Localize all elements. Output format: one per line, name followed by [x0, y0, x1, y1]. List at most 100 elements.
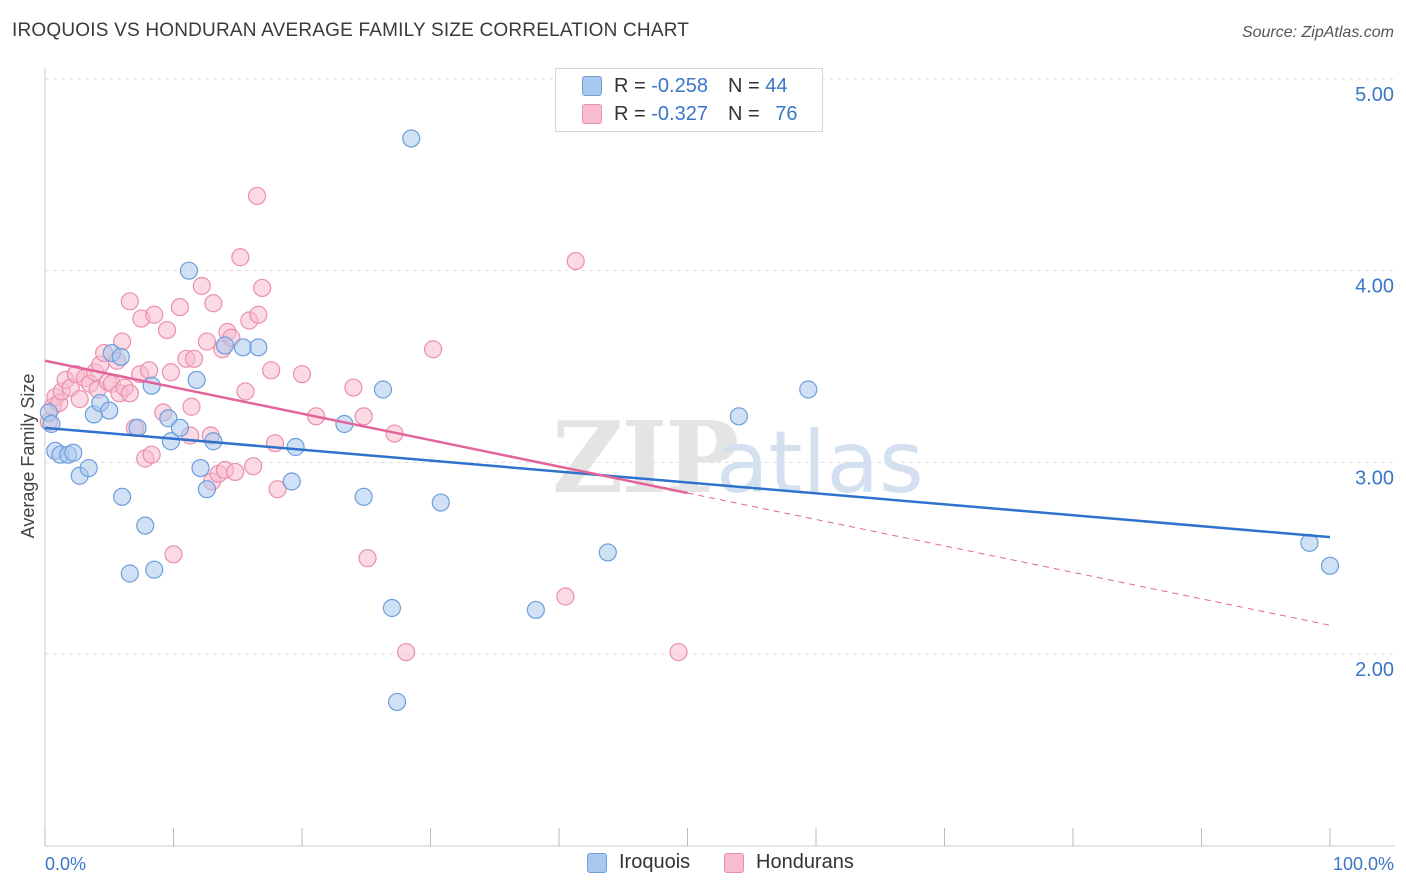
hondurans-point [192, 276, 211, 296]
hondurans-legend-label: Hondurans [756, 851, 854, 873]
hondurans-point [358, 549, 377, 568]
hondurans-point [157, 320, 177, 340]
hondurans-point [70, 389, 89, 409]
iroquois-point [191, 458, 210, 478]
hondurans-point [182, 397, 201, 416]
correlation-legend: R = -0.258 N = 44 R = -0.327 N = 76 [555, 68, 823, 132]
iroquois-point [282, 472, 301, 491]
iroquois-point [215, 336, 234, 355]
hondurans-point [247, 186, 267, 206]
hondurans-point [184, 349, 204, 368]
x-tick-label: 0.0% [45, 854, 86, 874]
legend-r-label: R = [614, 74, 646, 97]
iroquois-point [179, 261, 199, 280]
hondurans-point [396, 642, 416, 662]
legend-row-iroquois: R = -0.258 N = 44 [556, 73, 787, 99]
iroquois-point [526, 600, 545, 620]
iroquois-point [111, 347, 130, 367]
iroquois-point [170, 418, 190, 437]
y-axis-label: Average Family Size [18, 374, 38, 539]
hondurans-point [161, 363, 181, 382]
legend-n-value: 76 [775, 102, 798, 125]
tick-labels: 2.00 3.00 4.00 5.00 0.0% 100.0% [45, 84, 1394, 874]
hondurans-trend-line [44, 359, 688, 495]
iroquois-point [598, 543, 617, 562]
legend-r-value: -0.258 [651, 74, 708, 97]
iroquois-point [799, 380, 818, 399]
y-tick-label: 3.00 [1355, 467, 1394, 489]
hondurans-point [268, 480, 287, 499]
legend-r-label: R = [614, 102, 646, 125]
iroquois-point [197, 480, 217, 499]
iroquois-point [286, 437, 305, 457]
hondurans-point [164, 545, 183, 564]
iroquois-point [100, 401, 119, 420]
hondurans-point [292, 365, 312, 384]
hondurans-point [231, 248, 250, 267]
watermark-zip: ZIP [552, 401, 737, 516]
y-tick-label: 4.00 [1355, 276, 1394, 298]
iroquois-point [79, 458, 98, 478]
hondurans-point [423, 340, 443, 359]
chart-title: IROQUOIS VS HONDURAN AVERAGE FAMILY SIZE… [12, 20, 690, 41]
hondurans-point [120, 292, 139, 311]
iroquois-point [249, 338, 268, 357]
grid-lines [45, 78, 1395, 655]
hondurans-point [139, 361, 159, 380]
hondurans-point [556, 587, 575, 606]
hondurans-points [39, 186, 688, 662]
iroquois-point [373, 380, 393, 399]
iroquois-point [120, 564, 139, 583]
legend-row-hondurans: R = -0.327 N = 76 [556, 101, 797, 127]
x-tick-label: 100.0% [1333, 854, 1394, 874]
hondurans-swatch [582, 104, 602, 124]
trend-lines [44, 359, 1331, 626]
hondurans-point [142, 445, 161, 464]
iroquois-point [142, 376, 161, 395]
legend-n-label: N = [727, 74, 760, 97]
bottom-legend-hondurans: Hondurans [724, 851, 854, 874]
iroquois-swatch [582, 76, 602, 96]
hondurans-point [253, 278, 272, 298]
y-tick-label: 2.00 [1355, 659, 1394, 681]
iroquois-point [112, 487, 132, 506]
iroquois-point [431, 493, 450, 512]
iroquois-point [145, 560, 164, 579]
iroquois-point [402, 129, 421, 148]
iroquois-point [233, 338, 252, 357]
hondurans-point [262, 361, 281, 380]
iroquois-point [136, 516, 155, 535]
source-label: Source: ZipAtlas.com [1241, 24, 1394, 41]
hondurans-point [226, 462, 245, 482]
hondurans-point [249, 305, 268, 324]
hondurans-point [354, 407, 373, 426]
watermark-atlas: atlas [716, 413, 924, 513]
axes [44, 68, 1395, 847]
iroquois-point [1320, 556, 1340, 575]
iroquois-point [187, 370, 206, 390]
legend-n-value: 44 [765, 74, 788, 97]
hondurans-swatch [724, 852, 744, 873]
iroquois-swatch [587, 852, 607, 873]
hondurans-point [204, 294, 223, 313]
hondurans-point [197, 332, 217, 351]
iroquois-point [64, 443, 83, 462]
hondurans-point [344, 378, 363, 397]
hondurans-point [236, 382, 255, 401]
y-tick-label: 5.00 [1355, 84, 1394, 106]
bottom-legend-iroquois: Iroquois [587, 851, 690, 874]
hondurans-point [170, 297, 190, 317]
legend-r-value: -0.327 [651, 102, 708, 125]
iroquois-trend-line [44, 426, 1331, 539]
legend-n-label: N = [727, 102, 760, 125]
iroquois-point [128, 418, 147, 437]
hondurans-point [244, 457, 263, 476]
iroquois-point [382, 598, 402, 618]
hondurans-point [566, 251, 585, 271]
iroquois-point [729, 407, 749, 426]
hondurans-point [120, 384, 139, 403]
hondurans-point [669, 642, 688, 662]
iroquois-legend-label: Iroquois [619, 851, 691, 873]
iroquois-point [387, 692, 407, 712]
